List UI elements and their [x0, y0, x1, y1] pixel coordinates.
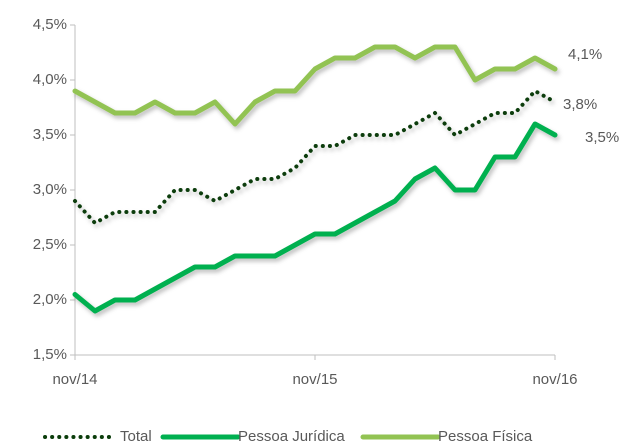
x-tick-label: nov/15	[292, 371, 337, 388]
x-tick-label: nov/14	[52, 371, 97, 388]
y-tick-label: 4,0%	[33, 71, 67, 88]
y-tick-label: 2,5%	[33, 236, 67, 253]
series-line	[72, 44, 558, 127]
value-label: 3,5%	[585, 129, 619, 146]
y-tick-label: 1,5%	[33, 346, 67, 363]
legend-label: Pessoa Jurídica	[238, 428, 345, 445]
value-label: 3,8%	[563, 96, 597, 113]
y-tick-label: 3,5%	[33, 126, 67, 143]
series-line	[72, 121, 558, 314]
value-label: 4,1%	[568, 46, 602, 63]
y-tick-label: 4,5%	[33, 16, 67, 33]
y-tick-label: 3,0%	[33, 181, 67, 198]
y-tick-label: 2,0%	[33, 291, 67, 308]
legend-label: Total	[120, 428, 152, 445]
legend-label: Pessoa Física	[438, 428, 533, 445]
series-line	[73, 89, 557, 225]
x-tick-label: nov/16	[532, 371, 577, 388]
